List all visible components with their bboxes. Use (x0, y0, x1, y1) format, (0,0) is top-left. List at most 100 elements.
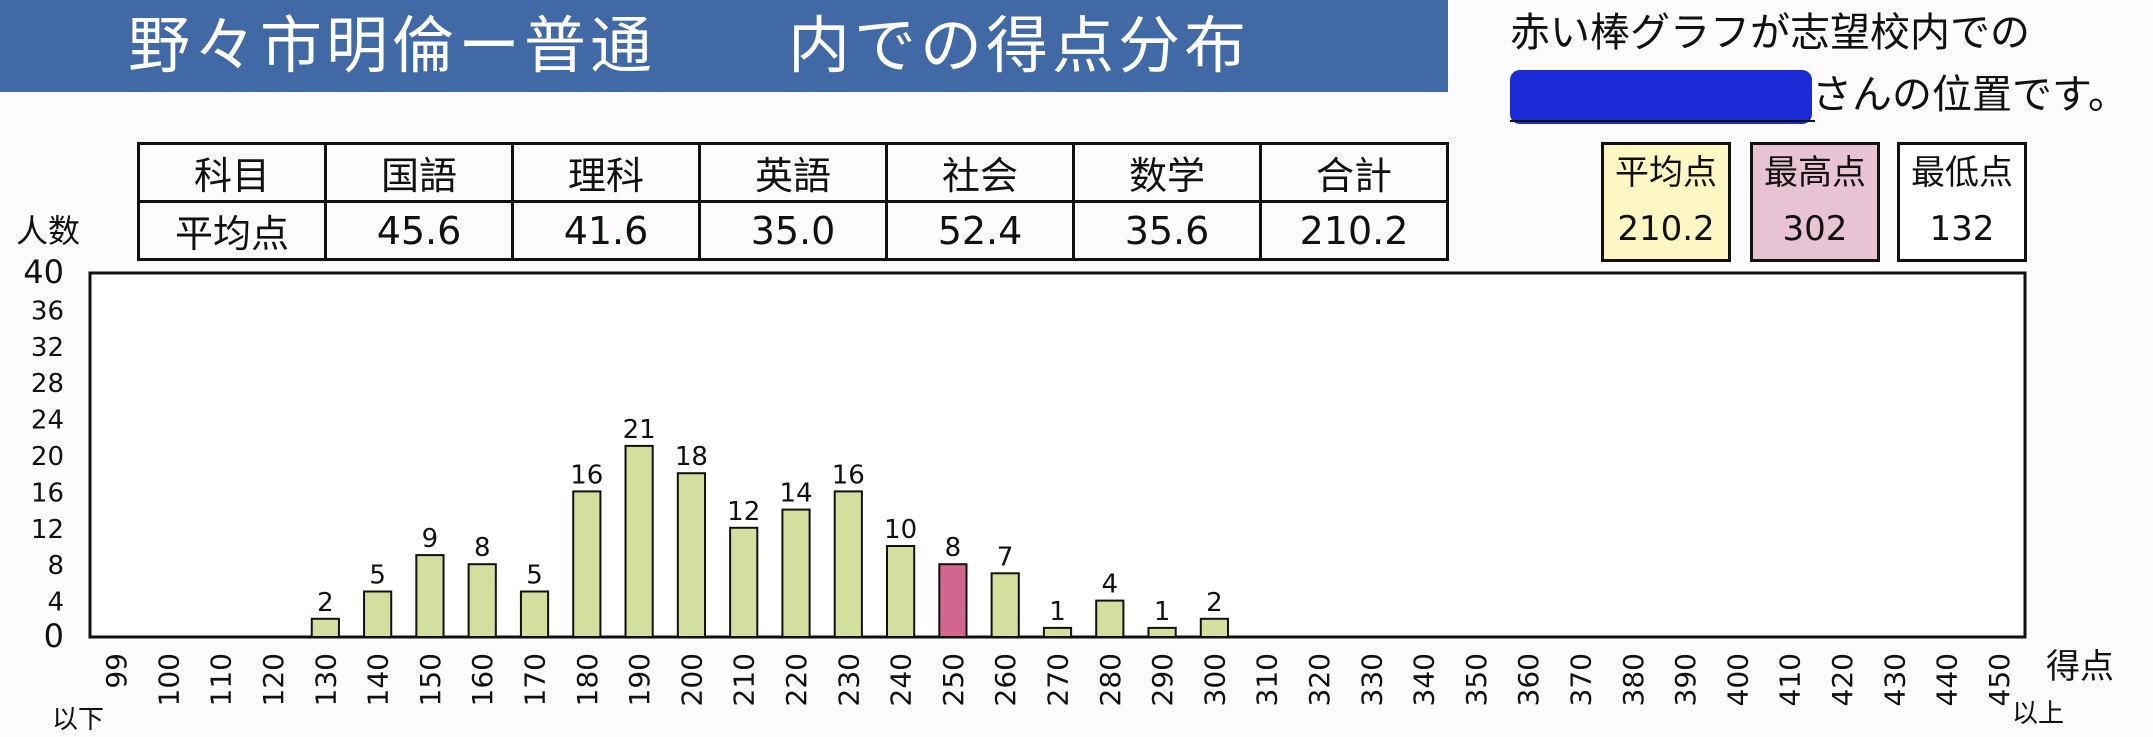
y-tick-label: 8 (47, 551, 64, 581)
bar (781, 508, 811, 639)
bar (624, 444, 654, 638)
banner-title: 野々市明倫ー普通 内での得点分布 (128, 9, 1251, 82)
data-label: 8 (474, 533, 491, 563)
redacted-student-name (1510, 70, 1812, 124)
name-underline (1510, 120, 1815, 122)
data-label: 16 (570, 460, 603, 490)
y-tick-label: 40 (23, 253, 64, 291)
bar (572, 490, 602, 638)
bar (676, 472, 707, 638)
max-score-box: 最高点 302 (1750, 142, 1880, 262)
x-tick-label: 240 (885, 653, 918, 706)
min-score-box: 最低点 132 (1897, 142, 2027, 262)
data-label: 16 (832, 460, 865, 490)
bar (1199, 617, 1229, 638)
table-header-cell: 国語 (324, 142, 514, 203)
stat-label: 最高点 (1764, 153, 1866, 193)
data-label: 14 (779, 479, 812, 509)
x-tick-label: 400 (1721, 653, 1754, 706)
table-header-cell: 英語 (698, 142, 888, 203)
data-label: 10 (884, 515, 917, 545)
data-label: 1 (1049, 597, 1066, 627)
below-label: 以下 (52, 705, 104, 735)
x-tick-label: 160 (466, 653, 499, 706)
x-tick-label: 290 (1146, 653, 1179, 706)
bar (990, 572, 1020, 638)
table-header-cell: 数学 (1072, 142, 1262, 203)
x-tick-label: 380 (1617, 653, 1650, 706)
table-cell: 52.4 (885, 200, 1075, 261)
x-tick-label: 110 (205, 653, 238, 706)
x-tick-label: 280 (1094, 653, 1127, 706)
x-tick-label: 100 (152, 653, 185, 706)
bar (310, 617, 340, 638)
note-line-1: 赤い棒グラフが志望校内での (1510, 10, 2030, 56)
data-label: 2 (1206, 588, 1223, 618)
x-tick-label: 130 (309, 653, 342, 706)
bar (467, 563, 497, 639)
bar (363, 590, 393, 638)
data-label: 5 (369, 561, 386, 591)
bar (729, 526, 759, 638)
stat-label: 平均点 (1615, 153, 1717, 193)
x-tick-label: 370 (1564, 653, 1597, 706)
bar (519, 590, 550, 638)
table-cell: 45.6 (324, 200, 514, 261)
data-label: 5 (526, 561, 543, 591)
x-tick-label: 410 (1774, 653, 1807, 706)
bar (938, 563, 968, 639)
y-tick-label: 16 (31, 478, 64, 508)
title-banner: 野々市明倫ー普通 内での得点分布 (0, 0, 1448, 92)
table-cell: 41.6 (511, 200, 701, 261)
x-tick-label: 210 (728, 653, 761, 706)
x-tick-label: 310 (1251, 653, 1284, 706)
table-header-cell: 社会 (885, 142, 1075, 203)
x-tick-label: 350 (1460, 653, 1493, 706)
x-tick-label: 99 (100, 653, 133, 689)
table-header-cell: 合計 (1259, 142, 1449, 203)
above-label: 以上 (2012, 699, 2064, 729)
stat-value: 132 (1929, 209, 1995, 249)
x-tick-label: 180 (571, 653, 604, 706)
y-tick-label: 0 (44, 617, 64, 655)
y-tick-label: 28 (31, 369, 64, 399)
stat-value: 302 (1782, 209, 1848, 249)
x-tick-label: 340 (1408, 653, 1441, 706)
table-header-cell: 理科 (511, 142, 701, 203)
x-tick-label: 450 (1983, 653, 2016, 706)
table-cell: 210.2 (1259, 200, 1449, 261)
bar (833, 490, 863, 638)
data-label: 1 (1154, 597, 1171, 627)
note-line-2: さんの位置です。 (1510, 68, 2128, 124)
bar (886, 545, 916, 638)
y-tick-label: 36 (31, 296, 64, 326)
table-header-row: 科目 国語 理科 英語 社会 数学 合計 (137, 142, 1449, 203)
x-tick-label: 260 (989, 653, 1022, 706)
x-tick-label: 140 (362, 653, 395, 706)
x-tick-label: 420 (1826, 653, 1859, 706)
x-axis-label: 得点 (2046, 647, 2114, 687)
data-label: 9 (422, 524, 439, 554)
y-tick-label: 12 (31, 515, 64, 545)
y-tick-label: 4 (47, 588, 64, 618)
x-tick-label: 430 (1878, 653, 1911, 706)
y-axis-label: 人数 (16, 212, 81, 250)
table-row: 平均点 45.6 41.6 35.0 52.4 35.6 210.2 (137, 200, 1449, 261)
y-tick-label: 32 (31, 333, 64, 363)
x-tick-label: 390 (1669, 653, 1702, 706)
table-header-cell: 科目 (137, 142, 327, 203)
x-tick-label: 270 (1042, 653, 1075, 706)
x-tick-label: 330 (1355, 653, 1388, 706)
x-tick-label: 250 (937, 653, 970, 706)
table-cell: 35.6 (1072, 200, 1262, 261)
data-label: 2 (317, 588, 334, 618)
x-tick-label: 300 (1198, 653, 1231, 706)
average-score-table: 科目 国語 理科 英語 社会 数学 合計 平均点 45.6 41.6 35.0 … (137, 142, 1449, 261)
plot-frame (88, 271, 2027, 639)
x-tick-label: 170 (519, 653, 552, 706)
x-tick-label: 150 (414, 653, 447, 706)
bar (415, 554, 445, 639)
x-tick-label: 360 (1512, 653, 1545, 706)
x-tick-label: 230 (832, 653, 865, 706)
stat-label: 最低点 (1911, 153, 2013, 193)
